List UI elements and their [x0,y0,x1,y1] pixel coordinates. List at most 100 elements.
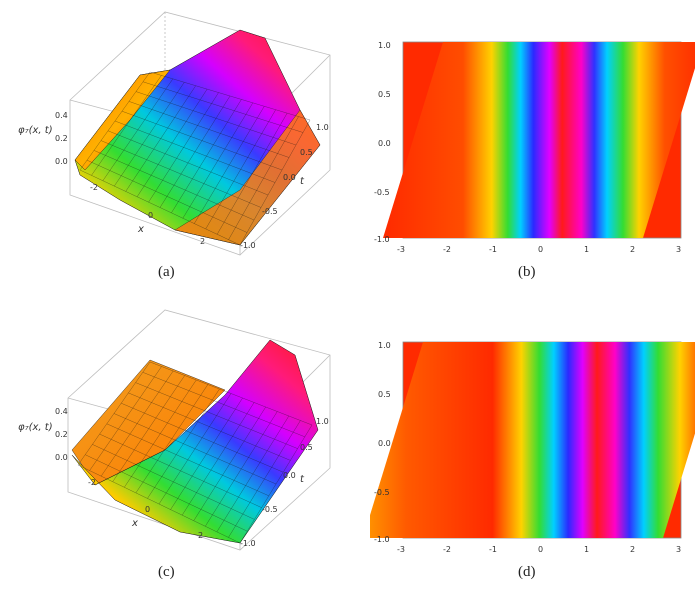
x-tick: 2 [198,531,203,540]
mesh-line [79,169,241,246]
x-tick: 1 [584,245,589,254]
surface-plot-c: 0.4 0.2 0.0 φ₇(x, t) -2 0 2 x 1.0 0.5 0.… [18,309,331,551]
mesh-line [135,91,297,146]
mesh-line [142,372,305,437]
x-tick: -2 [443,245,451,254]
x-ticks-d: -3 -2 -1 0 1 2 3 [397,545,681,554]
x-tick: 0 [145,505,150,514]
y-tick: 0.5 [378,390,391,399]
y-tick: 1.0 [378,41,391,50]
mesh-line [142,81,304,133]
mesh-line [85,454,248,532]
t-tick: -1.0 [240,539,256,548]
x-ticks-c: -2 0 2 [88,478,203,540]
t-axis-label: t [300,474,305,485]
t-tick: 1.0 [316,417,329,426]
panel-d-density: 1.0 0.5 0.0 -0.5 -1.0 -3 -2 -1 0 1 2 3 [363,330,700,558]
x-ticks-a: -2 0 2 [90,183,205,246]
mesh-line [114,120,276,183]
t-tick: 0.5 [300,148,313,157]
z-ticks-a: 0.4 0.2 0.0 [55,111,68,166]
z-tick: 0.4 [55,407,68,416]
y-tick: 0.5 [378,90,391,99]
y-tick: -0.5 [374,188,390,197]
x-tick: -3 [397,545,405,554]
t-ticks-a: 1.0 0.5 0.0 -0.5 -1.0 [240,123,329,250]
t-tick: 1.0 [316,123,329,132]
mesh-line [86,160,248,233]
mesh-line [135,382,298,449]
x-tick: 1 [584,545,589,554]
z-tick: 0.0 [55,453,68,462]
mesh-line [92,444,255,520]
x-tick: -2 [90,183,98,192]
t-axis-label: t [300,176,305,187]
y-tick: 0.0 [378,439,391,448]
y-tick: 0.0 [378,139,391,148]
x-tick: -2 [88,478,96,487]
mesh-line [113,413,277,485]
mesh-line [149,361,313,426]
mesh-line [77,464,241,544]
x-tick: 2 [630,545,635,554]
x-tick: 0 [538,545,543,554]
caption-b: (b) [518,264,536,280]
x-tick: 2 [200,237,205,246]
density-plot-d: 1.0 0.5 0.0 -0.5 -1.0 -3 -2 -1 0 1 2 3 [363,341,700,554]
mesh-line [128,392,291,461]
density-plot-b: 1.0 0.5 0.0 -0.5 -1.0 -3 -2 -1 0 1 2 3 [374,41,700,254]
t-tick: -1.0 [240,241,256,250]
surface-plot-a: 0.4 0.2 0.0 φ₇(x, t) -2 0 2 x 1.0 0.5 0.… [18,11,331,256]
mesh-line [121,111,283,171]
mesh-line [93,150,255,221]
mesh-line [107,130,269,196]
t-tick: -0.5 [262,505,278,514]
mesh-line [149,71,311,121]
z-tick: 0.2 [55,430,68,439]
y-tick: -1.0 [374,535,390,544]
panel-a-surface: 0.4 0.2 0.0 φ₇(x, t) -2 0 2 x 1.0 0.5 0.… [0,0,350,260]
density-field-d [363,342,700,538]
surface-mesh-c [77,361,313,544]
z-axis-label: φ₇(x, t) [18,422,53,433]
y-tick: -0.5 [374,488,390,497]
x-tick: 3 [676,245,681,254]
y-ticks-d: 1.0 0.5 0.0 -0.5 -1.0 [374,341,391,544]
surface-front-a [174,109,321,246]
y-ticks-b: 1.0 0.5 0.0 -0.5 -1.0 [374,41,391,244]
x-tick: -2 [443,545,451,554]
x-tick: 3 [676,545,681,554]
t-tick: 0.5 [300,443,313,452]
mesh-line [121,403,284,473]
x-tick: 2 [630,245,635,254]
t-tick: 0.0 [283,471,296,480]
x-axis-label: x [137,224,144,235]
caption-d: (d) [518,564,536,580]
panel-b-density: 1.0 0.5 0.0 -0.5 -1.0 -3 -2 -1 0 1 2 3 [370,30,700,258]
z-ticks-c: 0.4 0.2 0.0 [55,407,68,462]
x-tick: -1 [489,245,497,254]
x-tick: -1 [489,545,497,554]
mesh-line [106,423,269,496]
density-field-b [383,42,700,238]
t-tick: -0.5 [262,207,278,216]
z-tick: 0.4 [55,111,68,120]
mesh-line [128,101,290,158]
panel-c-surface: 0.4 0.2 0.0 φ₇(x, t) -2 0 2 x 1.0 0.5 0.… [0,300,350,558]
caption-c: (c) [158,564,175,580]
caption-a: (a) [158,264,175,280]
x-tick: 0 [148,211,153,220]
t-ticks-c: 1.0 0.5 0.0 -0.5 -1.0 [240,417,329,548]
z-axis-label: φ₇(x, t) [18,125,53,136]
x-axis-label: x [131,518,138,529]
x-tick: 0 [538,245,543,254]
mesh-line [99,433,262,508]
mesh-line [100,140,262,208]
z-tick: 0.2 [55,134,68,143]
z-tick: 0.0 [55,157,68,166]
surface-mesh-a [79,71,311,246]
x-ticks-b: -3 -2 -1 0 1 2 3 [397,245,681,254]
t-tick: 0.0 [283,173,296,182]
x-tick: -3 [397,245,405,254]
y-tick: 1.0 [378,341,391,350]
